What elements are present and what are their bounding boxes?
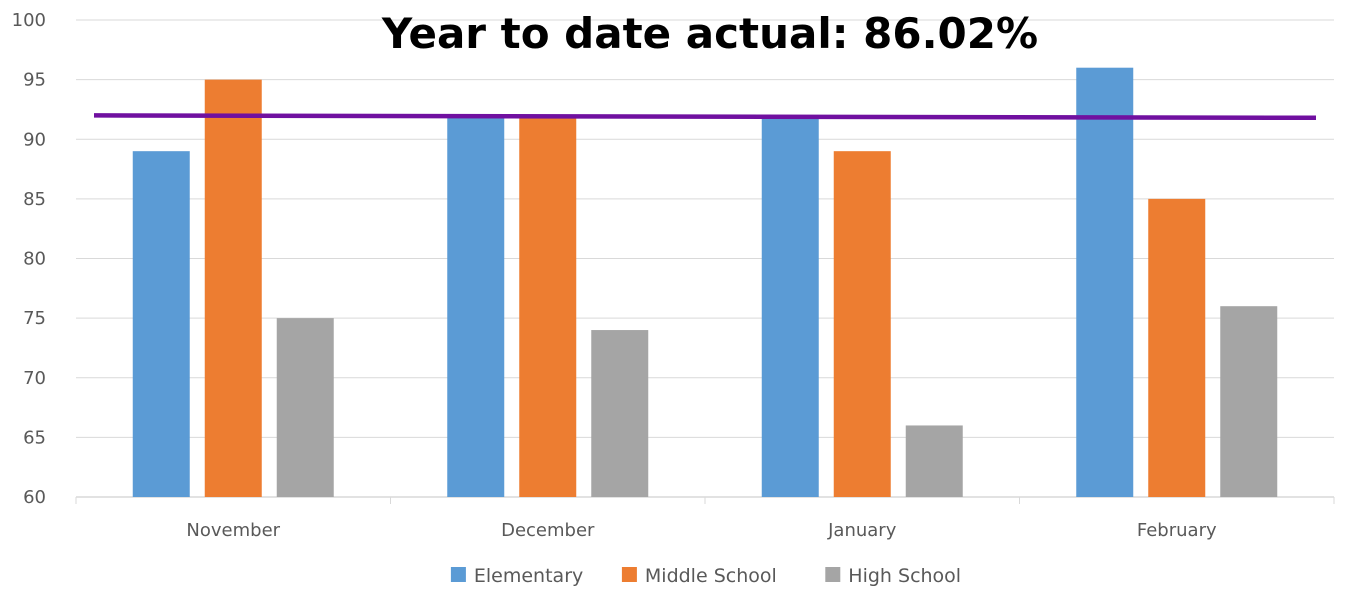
- legend-swatch: [825, 567, 841, 582]
- bar-elementary: [761, 115, 819, 498]
- y-tick-label: 100: [12, 10, 46, 31]
- legend-label: Elementary: [474, 565, 583, 587]
- legend-swatch: [450, 567, 466, 582]
- bar-middle-school: [204, 79, 262, 497]
- bars: [132, 67, 1278, 498]
- bar-high-school: [905, 425, 963, 497]
- legend-label: Middle School: [645, 565, 777, 587]
- bar-high-school: [276, 318, 334, 497]
- bar-middle-school: [1148, 198, 1206, 497]
- gridlines: [76, 19, 1334, 438]
- bar-elementary: [1076, 67, 1134, 497]
- bar-middle-school: [833, 151, 891, 498]
- target-line: [93, 113, 1317, 121]
- bar-high-school: [591, 330, 649, 497]
- bar-elementary: [132, 151, 190, 498]
- y-tick-label: 70: [23, 368, 46, 389]
- y-tick-label: 85: [23, 189, 46, 210]
- legend: Elementary Middle School High School: [450, 565, 961, 587]
- x-tick-label: November: [186, 520, 280, 541]
- x-tick-label: December: [501, 520, 595, 541]
- y-tick-label: 95: [23, 70, 46, 91]
- chart-title: Year to date actual: 86.02%: [381, 9, 1038, 58]
- bar-middle-school: [519, 115, 577, 498]
- y-tick-label: 80: [23, 249, 46, 270]
- y-tick-label: 75: [23, 308, 46, 329]
- target-line-group: [93, 113, 1317, 121]
- x-tick-label: February: [1137, 520, 1217, 541]
- legend-label: High School: [848, 565, 961, 587]
- legend-swatch: [621, 567, 637, 582]
- bar-high-school: [1220, 306, 1278, 497]
- y-tick-label: 65: [23, 427, 46, 448]
- bar-elementary: [447, 115, 505, 498]
- y-tick-label: 90: [23, 129, 46, 150]
- x-tick-label: January: [827, 520, 897, 541]
- y-tick-label: 60: [23, 487, 46, 508]
